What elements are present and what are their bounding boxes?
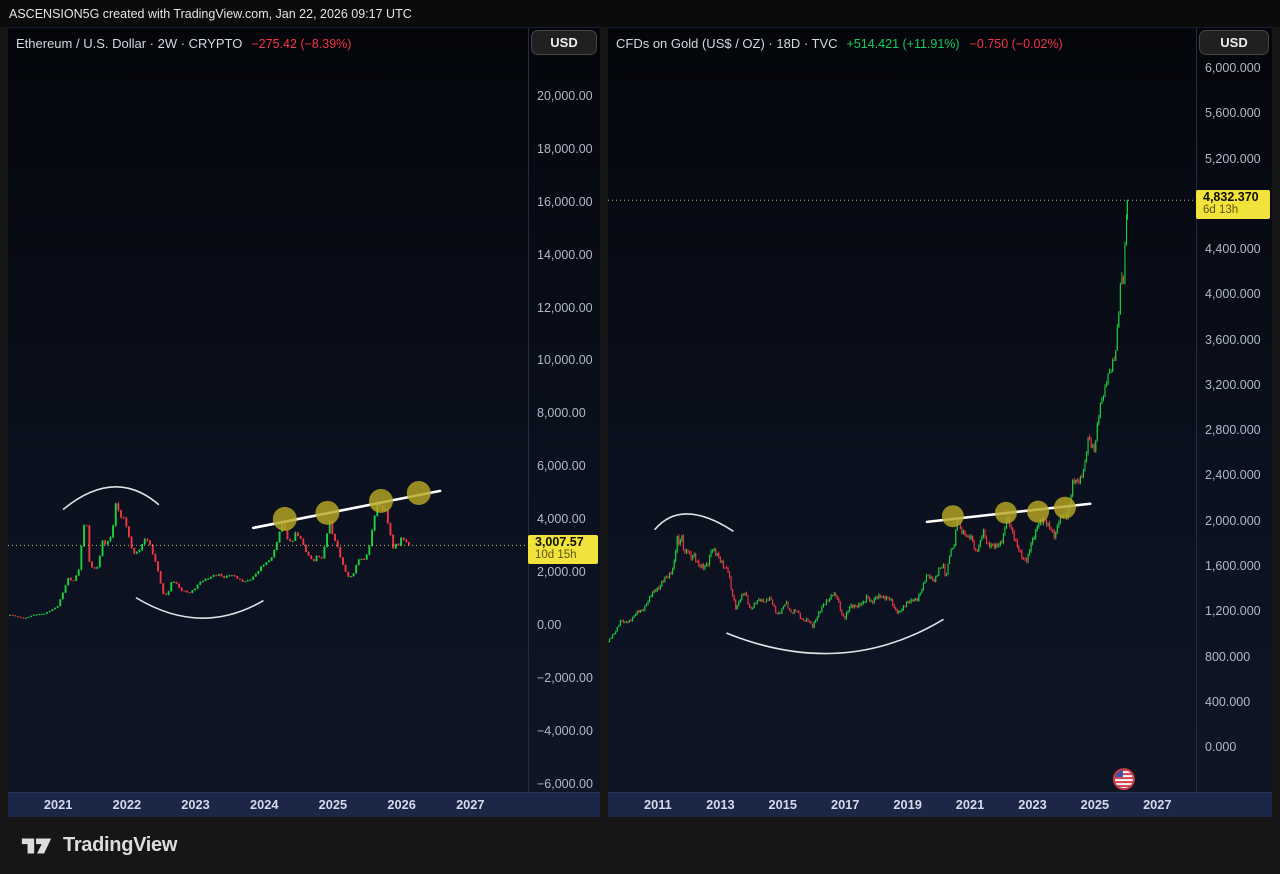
year-label: 2027 [456, 797, 485, 812]
price-tick-label: 4,000.000 [1205, 287, 1261, 302]
price-tick-label: 5,600.000 [1205, 106, 1261, 121]
tradingview-logo-icon[interactable] [20, 835, 54, 857]
circle-marker[interactable] [941, 505, 964, 528]
year-label: 2015 [768, 797, 797, 812]
price-tick-label: 400.000 [1205, 694, 1251, 709]
change-value: −0.750 (−0.02%) [969, 37, 1063, 51]
price-tick-label: 0.000 [1205, 740, 1237, 755]
year-label: 2021 [955, 797, 985, 812]
time-axis[interactable]: 2021 2022 2023 2024 2025 2026 2027 [8, 792, 600, 817]
arc-annotation[interactable] [135, 597, 264, 619]
price-tick-label: 20,000.00 [537, 88, 593, 103]
circle-marker[interactable] [1027, 500, 1050, 523]
year-label: 2022 [112, 797, 142, 812]
year-label: 2017 [830, 797, 860, 812]
down-candle-bodies [622, 277, 1124, 628]
price-tick-label: 1,200.000 [1205, 604, 1261, 619]
attribution-text: ASCENSION5G created with TradingView.com… [9, 6, 412, 21]
us-flag-marker[interactable] [1114, 769, 1134, 789]
price-tick-label: 3,600.000 [1205, 332, 1261, 347]
bar-countdown: 10d 15h [535, 549, 577, 562]
price-tick-label: 10,000.00 [537, 353, 593, 368]
year-label: 2026 [387, 797, 416, 812]
down-candle-bodies [11, 501, 410, 619]
circle-marker[interactable] [315, 500, 340, 525]
year-label: 2023 [181, 797, 210, 812]
price-tick-label: −4,000.00 [537, 723, 593, 738]
symbol-legend[interactable]: Ethereum / U.S. Dollar · 2W · CRYPTO −275… [16, 36, 361, 51]
year-label: 2013 [706, 797, 735, 812]
eth-chart-pane[interactable] [8, 28, 528, 793]
eth-chart-widget: Ethereum / U.S. Dollar · 2W · CRYPTO −275… [8, 27, 600, 817]
price-tick-label: 800.000 [1205, 649, 1251, 664]
circle-marker[interactable] [368, 488, 393, 513]
year-label: 2024 [249, 797, 279, 812]
price-tick-label: 0.00 [537, 617, 562, 632]
down-candle-wicks [12, 500, 410, 619]
symbol-legend[interactable]: CFDs on Gold (US$ / OZ) · 18D · TVC +514.… [616, 36, 1073, 51]
price-tick-label: 4,000.00 [537, 512, 586, 527]
arc-annotation[interactable] [62, 486, 160, 510]
price-tick-label: 8,000.00 [537, 406, 586, 421]
price-axis[interactable]: USD 3,007.57 10d 15h 20,000.00 18,000.00 1… [528, 28, 600, 793]
gold-chart-widget: CFDs on Gold (US$ / OZ) · 18D · TVC +514.… [608, 27, 1272, 817]
time-axis[interactable]: 2011 2013 2015 2017 2019 2021 2023 2025 2027 [608, 792, 1272, 817]
currency-button[interactable]: USD [531, 30, 597, 55]
change-value: −275.42 (−8.39%) [251, 37, 352, 51]
gold-chart-pane[interactable] [608, 28, 1196, 793]
last-price: 4,832.370 [1203, 190, 1259, 205]
price-tick-label: 3,200.000 [1205, 377, 1261, 392]
year-label: 2019 [893, 797, 922, 812]
price-tick-label: 2,800.000 [1205, 423, 1261, 438]
up-candle-bodies [608, 200, 1128, 643]
price-tick-label: −6,000.00 [537, 776, 593, 791]
price-tick-label: 12,000.00 [537, 300, 593, 315]
arc-annotation[interactable] [726, 618, 944, 655]
price-tick-label: 6,000.000 [1205, 61, 1261, 76]
price-tick-label: −2,000.00 [537, 670, 593, 685]
year-label: 2027 [1143, 797, 1172, 812]
up-candle-wicks [608, 199, 1128, 642]
last-price: 3,007.57 [535, 535, 584, 550]
bar-countdown: 6d 13h [1203, 204, 1239, 217]
price-tick-label: 2,000.000 [1205, 513, 1261, 528]
currency-button[interactable]: USD [1199, 30, 1269, 55]
price-axis[interactable]: USD 4,832.370 6d 13h 6,000.000 5,600.000 5… [1196, 28, 1272, 793]
arc-annotation[interactable] [654, 513, 734, 532]
price-tick-label: 2,000.00 [537, 565, 586, 580]
price-tick-label: 4,400.000 [1205, 242, 1261, 257]
symbol-title[interactable]: Ethereum / U.S. Dollar · 2W · CRYPTO [16, 36, 243, 51]
circle-marker[interactable] [272, 506, 297, 531]
price-tick-label: 2,400.000 [1205, 468, 1261, 483]
price-change: +514.421 (+11.91%) −0.750 (−0.02%) [847, 37, 1073, 51]
price-tag: 3,007.57 10d 15h [528, 535, 598, 565]
us-flag-ring [1112, 768, 1135, 791]
circle-marker[interactable] [994, 501, 1017, 524]
year-label: 2025 [318, 797, 348, 812]
symbol-title[interactable]: CFDs on Gold (US$ / OZ) · 18D · TVC [616, 36, 838, 51]
footer-bar: TradingView [0, 817, 1280, 874]
price-change: −275.42 (−8.39%) [251, 37, 361, 51]
year-label: 2011 [644, 797, 672, 812]
circle-marker[interactable] [406, 480, 431, 505]
year-label: 2023 [1018, 797, 1047, 812]
attribution-bar: ASCENSION5G created with TradingView.com… [0, 0, 1280, 27]
price-tick-label: 1,600.000 [1205, 558, 1261, 573]
price-tick-label: 16,000.00 [537, 194, 593, 209]
candlestick-canvas[interactable] [8, 28, 528, 793]
candlestick-canvas[interactable] [608, 28, 1196, 793]
year-label: 2025 [1080, 797, 1110, 812]
change-value: +514.421 (+11.91%) [846, 37, 960, 51]
price-tick-label: 6,000.00 [537, 459, 586, 474]
circle-marker[interactable] [1053, 496, 1076, 519]
price-tick-label: 18,000.00 [537, 141, 593, 156]
price-tag: 4,832.370 6d 13h [1196, 190, 1270, 220]
footer-brand[interactable]: TradingView [63, 834, 178, 856]
year-label: 2021 [43, 797, 73, 812]
price-tick-label: 5,200.000 [1205, 151, 1261, 166]
down-candle-wicks [622, 275, 1124, 629]
charts-row: Ethereum / U.S. Dollar · 2W · CRYPTO −275… [0, 27, 1280, 817]
price-tick-label: 14,000.00 [537, 247, 593, 262]
